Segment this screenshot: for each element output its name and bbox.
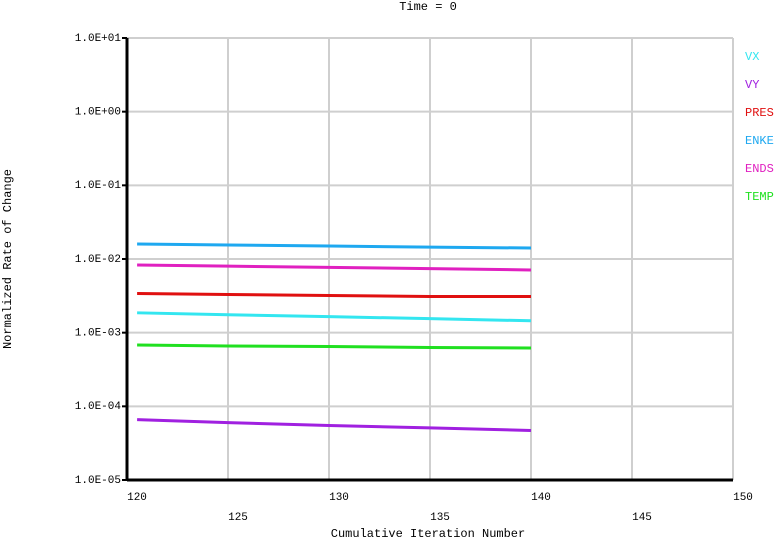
legend-label: TEMP bbox=[745, 190, 774, 204]
x-tick-label: 150 bbox=[733, 492, 753, 504]
series-line bbox=[137, 242, 532, 250]
x-tick-label: 125 bbox=[228, 512, 248, 524]
x-axis-label: Cumulative Iteration Number bbox=[331, 527, 525, 540]
y-tick-label: 1.0E-04 bbox=[75, 401, 122, 413]
legend-label: VX bbox=[745, 50, 759, 64]
series-line bbox=[137, 311, 532, 323]
y-tick-label: 1.0E-05 bbox=[75, 475, 121, 487]
chart-title: Time = 0 bbox=[399, 0, 457, 14]
series-line bbox=[137, 292, 531, 298]
y-axis-label: Normalized Rate of Change bbox=[1, 169, 15, 349]
x-tick-label: 130 bbox=[329, 492, 349, 504]
series-line bbox=[137, 418, 532, 432]
y-tick-label: 1.0E-01 bbox=[75, 180, 122, 192]
series-line bbox=[137, 343, 532, 350]
series-line bbox=[137, 263, 532, 272]
y-tick-label: 1.0E+01 bbox=[75, 33, 122, 45]
x-tick-label: 140 bbox=[531, 492, 551, 504]
y-tick-label: 1.0E-02 bbox=[75, 254, 121, 266]
legend-label: PRES bbox=[745, 106, 774, 120]
y-tick-label: 1.0E+00 bbox=[75, 107, 121, 119]
x-tick-label: 145 bbox=[632, 512, 652, 524]
legend-label: VY bbox=[745, 78, 759, 92]
x-tick-label: 120 bbox=[127, 492, 147, 504]
legend-label: ENKE bbox=[745, 134, 774, 148]
y-tick-label: 1.0E-03 bbox=[75, 328, 121, 340]
legend-label: ENDS bbox=[745, 162, 774, 176]
x-tick-label: 135 bbox=[430, 512, 450, 524]
